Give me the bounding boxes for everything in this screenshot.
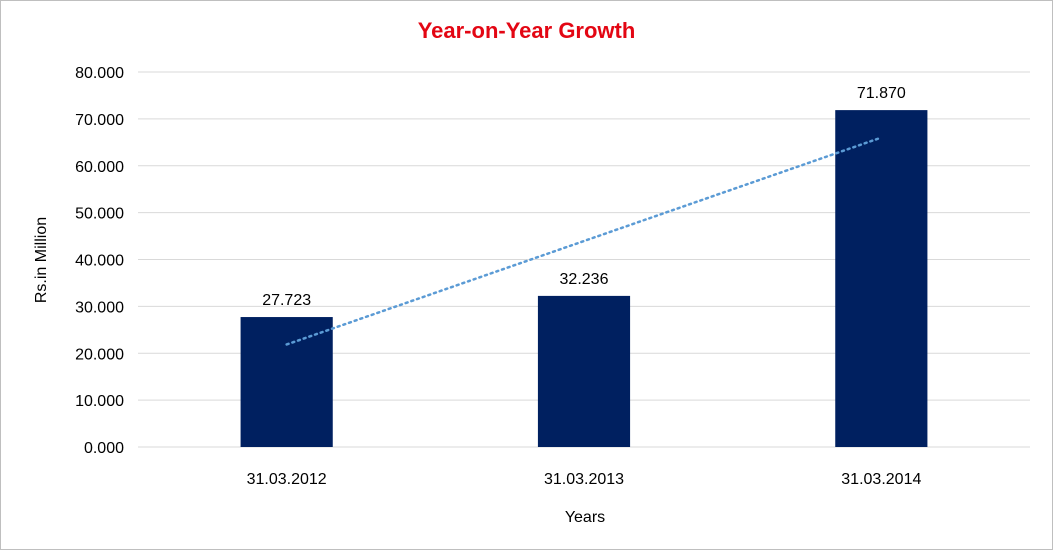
y-axis-ticks: 0.000 10.000 20.000 30.000 40.000 50.000 60.00… xyxy=(75,65,124,457)
y-tick-label: 80.000 xyxy=(75,65,124,82)
x-tick-label: 31.03.2013 xyxy=(544,471,624,488)
y-tick-label: 70.000 xyxy=(75,112,124,129)
bar-data-label: 32.236 xyxy=(560,271,609,288)
x-axis-title: Years xyxy=(565,509,605,526)
bar-data-label: 27.723 xyxy=(262,292,311,309)
x-tick-label: 31.03.2012 xyxy=(247,471,327,488)
y-tick-label: 30.000 xyxy=(75,299,124,316)
trendline xyxy=(285,136,883,346)
bar xyxy=(537,295,631,447)
trendline-layer xyxy=(285,136,883,346)
data-labels: 27.723 32.236 71.870 xyxy=(262,85,906,309)
chart-title: Year-on-Year Growth xyxy=(417,18,636,43)
x-axis-ticks: 31.03.2012 31.03.2013 31.03.2014 xyxy=(247,471,922,488)
y-tick-label: 50.000 xyxy=(75,206,124,223)
bar-data-label: 71.870 xyxy=(857,85,906,102)
y-tick-label: 0.000 xyxy=(84,440,124,457)
x-tick-label: 31.03.2014 xyxy=(841,471,921,488)
y-tick-label: 10.000 xyxy=(75,393,124,410)
y-tick-label: 20.000 xyxy=(75,346,124,363)
y-tick-label: 60.000 xyxy=(75,159,124,176)
bars xyxy=(240,110,928,447)
y-tick-label: 40.000 xyxy=(75,253,124,270)
bar xyxy=(835,110,928,447)
y-axis-title: Rs.in Million xyxy=(33,217,50,303)
bar xyxy=(240,317,333,447)
